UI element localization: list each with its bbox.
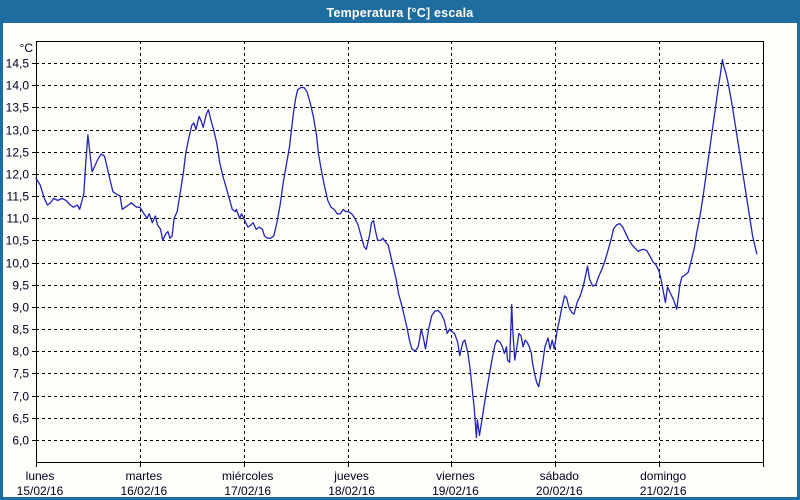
x-day-label: domingo — [640, 469, 686, 483]
x-date-label: 20/02/16 — [536, 484, 583, 497]
x-day-label: sábado — [540, 469, 580, 483]
temperature-line — [35, 58, 758, 439]
temperature-chart: 14,5 14,0 13,5 13,0 12,5 12,0 11,5 11,0 10,5 10,0… — [6, 41, 764, 497]
y-tick-label: 11,5 — [7, 190, 30, 204]
y-tick-label: 10,5 — [6, 234, 30, 248]
y-tick-label: 14,5 — [6, 57, 30, 71]
x-day-label: miércoles — [222, 469, 273, 483]
title-bar: Temperatura [°C] escala — [3, 3, 797, 23]
y-tick-label: 13,0 — [6, 124, 30, 138]
x-date-label: 18/02/16 — [328, 484, 375, 497]
celsius-unit-label: °C — [20, 41, 34, 55]
y-tick-label: 9,0 — [12, 301, 29, 315]
chart-area: 14,5 14,0 13,5 13,0 12,5 12,0 11,5 11,0 10,5 10,0… — [3, 23, 797, 497]
plot-frame — [36, 41, 764, 463]
y-tick-label: 6,5 — [12, 412, 29, 426]
y-tick-label: 12,5 — [6, 146, 30, 160]
x-date-label: 17/02/16 — [224, 484, 271, 497]
x-day-label: martes — [126, 469, 163, 483]
y-tick-label: 6,0 — [12, 434, 29, 448]
y-tick-label: 11,0 — [7, 212, 30, 226]
y-tick-label: 8,5 — [12, 323, 29, 337]
y-tick-label: 13,5 — [6, 101, 30, 115]
x-date-label: 16/02/16 — [120, 484, 167, 497]
x-date-label: 21/02/16 — [640, 484, 687, 497]
x-day-label: viernes — [436, 469, 475, 483]
y-tick-label: 8,0 — [12, 345, 29, 359]
y-tick-label: 12,0 — [6, 168, 30, 182]
y-tick-label: 14,0 — [6, 79, 30, 93]
y-tick-label: 10,0 — [6, 257, 30, 271]
window-title: Temperatura [°C] escala — [326, 6, 474, 20]
x-day-label: jueves — [333, 469, 369, 483]
x-date-label: 19/02/16 — [432, 484, 479, 497]
x-day-label: lunes — [26, 469, 55, 483]
y-tick-label: 7,0 — [12, 390, 29, 404]
y-tick-label: 9,5 — [12, 279, 29, 293]
y-tick-label: 7,5 — [12, 367, 29, 381]
x-date-label: 15/02/16 — [17, 484, 64, 497]
